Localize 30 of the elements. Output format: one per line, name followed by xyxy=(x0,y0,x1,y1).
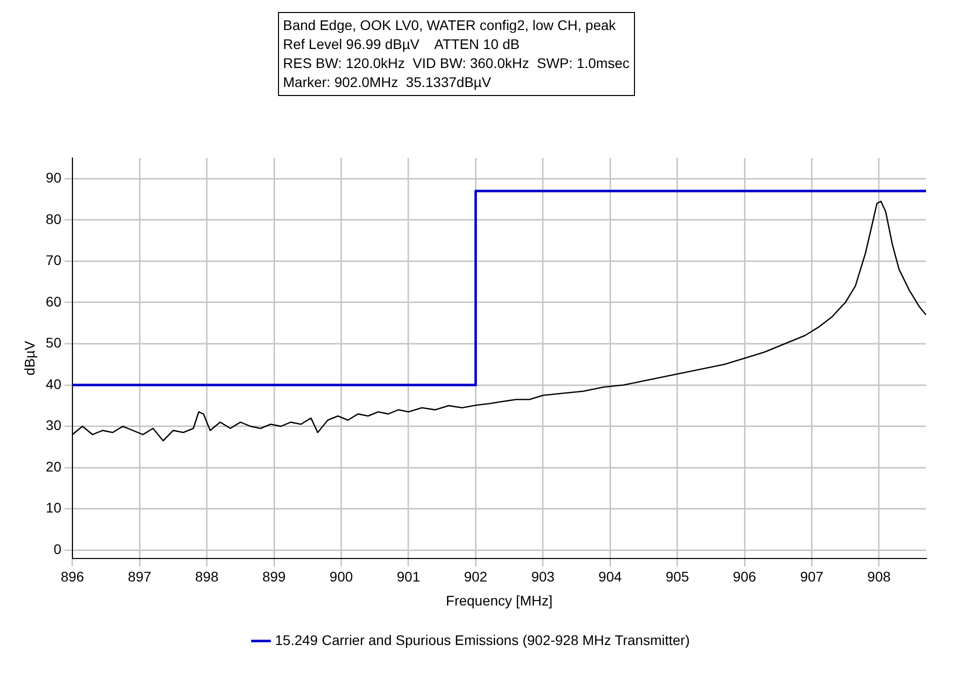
y-tick-label: 10 xyxy=(46,500,62,516)
y-tick-label: 90 xyxy=(46,170,62,186)
x-tick-label: 898 xyxy=(195,568,219,585)
y-tick-label: 60 xyxy=(46,293,62,310)
x-tick-label: 900 xyxy=(330,568,354,585)
y-tick-label: 30 xyxy=(46,417,62,434)
y-tick-label: 40 xyxy=(46,376,62,392)
y-tick-label: 20 xyxy=(46,458,62,474)
x-tick-label: 896 xyxy=(60,568,84,585)
y-axis-title: dBµV xyxy=(21,340,38,376)
x-tick-label: 905 xyxy=(666,568,690,585)
y-tick-label: 80 xyxy=(46,210,62,227)
x-tick-label: 899 xyxy=(262,568,286,585)
x-tick-label: 901 xyxy=(396,568,420,585)
text: RES BW: 120.0kHz VID BW: 360.0kHz SWP: 1.0msec xyxy=(283,54,630,73)
x-tick-label: 908 xyxy=(867,568,891,585)
y-tick-label: 50 xyxy=(46,334,62,351)
legend-label: 15.249 Carrier and Spurious Emissions (902-928 MHz Transmitter) xyxy=(275,632,690,648)
text: Band Edge, OOK LV0, WATER config2, low CH, peak xyxy=(283,16,617,35)
x-tick-label: 897 xyxy=(128,568,152,585)
x-tick-label: 903 xyxy=(531,568,555,585)
x-tick-label: 904 xyxy=(598,568,622,585)
text: Marker: 902.0MHz 35.1337dBµV xyxy=(283,73,492,92)
x-tick-label: 902 xyxy=(464,568,488,585)
x-tick-label: 907 xyxy=(800,568,824,585)
x-tick-label: 906 xyxy=(732,568,756,585)
y-tick-label: 70 xyxy=(46,252,62,268)
text: Ref Level 96.99 dBµV ATTEN 10 dB xyxy=(283,35,521,54)
y-tick-label: 0 xyxy=(54,541,62,558)
x-axis-title: Frequency [MHz] xyxy=(446,592,552,608)
